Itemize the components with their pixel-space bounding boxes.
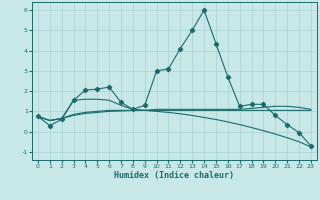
X-axis label: Humidex (Indice chaleur): Humidex (Indice chaleur) — [115, 171, 234, 180]
